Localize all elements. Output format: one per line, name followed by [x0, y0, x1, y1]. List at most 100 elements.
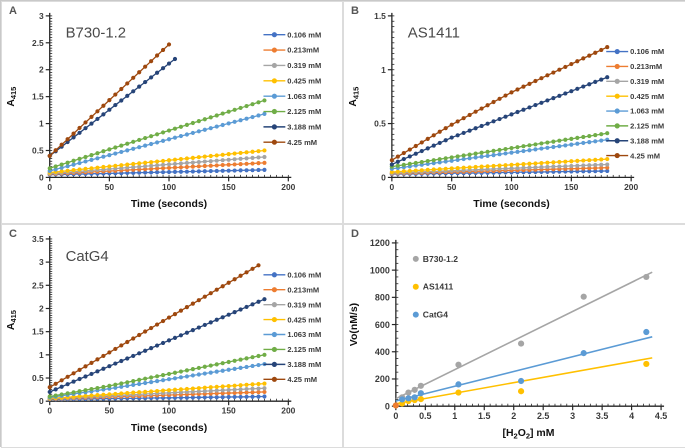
svg-text:0.5: 0.5: [32, 373, 44, 383]
svg-text:4: 4: [629, 411, 634, 421]
svg-text:4.25 mM: 4.25 mM: [287, 138, 317, 147]
legend-item: 4.25 mM: [263, 375, 317, 384]
svg-text:0.425 mM: 0.425 mM: [287, 315, 321, 324]
legend: 0.106 mM 0.213mM 0.319 mM 0.425 mM 1.063 mM 2…: [263, 270, 321, 384]
svg-text:0.425 mM: 0.425 mM: [287, 76, 321, 85]
svg-text:1: 1: [39, 350, 44, 360]
legend-item: 0.319 mM: [606, 77, 664, 86]
panel-letter-c: C: [9, 228, 17, 240]
legend-item: 0.425 mM: [263, 315, 321, 324]
svg-text:50: 50: [105, 406, 115, 416]
legend-item: 3.188 mM: [263, 123, 321, 132]
svg-text:3: 3: [39, 11, 44, 21]
legend: 0.106 mM 0.213mM 0.319 mM 0.425 mM 1.063 mM 2…: [606, 47, 664, 160]
svg-text:0: 0: [390, 182, 395, 192]
svg-text:0: 0: [39, 396, 44, 406]
svg-text:0: 0: [393, 411, 398, 421]
svg-text:1.063 mM: 1.063 mM: [630, 107, 664, 116]
chart-catg4-timecourse: 0 50 100 150 200 0 0.5 1 1.5 2 2.5 3 3.5 CatG4 Time (s…: [6, 234, 321, 434]
svg-text:2.5: 2.5: [537, 411, 549, 421]
svg-text:150: 150: [222, 182, 236, 192]
legend-item: 0.213mM: [606, 62, 662, 71]
svg-text:A415: A415: [348, 87, 360, 107]
svg-text:0.213mM: 0.213mM: [630, 62, 662, 71]
svg-text:200: 200: [281, 182, 295, 192]
svg-text:0.425 mM: 0.425 mM: [630, 92, 664, 101]
svg-text:A415: A415: [6, 310, 18, 330]
svg-text:1: 1: [381, 65, 386, 75]
svg-text:1.063 mM: 1.063 mM: [287, 330, 321, 339]
svg-text:3.188 mM: 3.188 mM: [630, 136, 664, 145]
svg-text:100: 100: [162, 182, 176, 192]
panel-letter-b: B: [351, 5, 359, 17]
svg-text:0: 0: [39, 172, 44, 182]
legend-item: 0.213mM: [263, 285, 319, 294]
svg-text:4.25 mM: 4.25 mM: [630, 151, 660, 160]
svg-text:B730-1.2: B730-1.2: [66, 26, 126, 42]
panel-c: C 0 50 100 150 200 0 0.5 1 1.5 2 2.5 3 3.5 CatG4 Time …: [1, 224, 343, 448]
panel-a: A 0 50 100 150 200 0 0.5 1 1.5 2 2.5 3 B730-1.2 Time …: [1, 1, 343, 224]
svg-text:3.5: 3.5: [32, 234, 44, 244]
svg-text:0.106 mM: 0.106 mM: [287, 270, 321, 279]
svg-text:0.5: 0.5: [419, 411, 431, 421]
legend-item: B730-1.2: [412, 254, 458, 264]
svg-text:A415: A415: [6, 87, 18, 107]
legend-item: 2.125 mM: [263, 107, 321, 116]
svg-text:4.5: 4.5: [655, 411, 667, 421]
svg-text:0.213mM: 0.213mM: [287, 46, 319, 55]
legend: 0.106 mM 0.213mM 0.319 mM 0.425 mM 1.063 mM 2…: [263, 30, 321, 147]
svg-text:3: 3: [570, 411, 575, 421]
svg-text:150: 150: [564, 182, 578, 192]
svg-text:1.5: 1.5: [374, 11, 386, 21]
svg-text:CatG4: CatG4: [66, 248, 109, 265]
legend-item: 0.425 mM: [263, 76, 321, 85]
legend-item: 2.125 mM: [263, 345, 321, 354]
svg-text:1200: 1200: [370, 238, 390, 248]
chart-b730-timecourse: 0 50 100 150 200 0 0.5 1 1.5 2 2.5 3 B730-1.2 Time (s…: [6, 11, 321, 210]
svg-text:1.5: 1.5: [478, 411, 490, 421]
svg-text:4.25 mM: 4.25 mM: [287, 375, 317, 384]
svg-text:600: 600: [375, 320, 390, 330]
svg-text:3.188 mM: 3.188 mM: [287, 123, 321, 132]
svg-text:1: 1: [39, 119, 44, 129]
svg-text:0.5: 0.5: [32, 146, 44, 156]
svg-text:2: 2: [39, 304, 44, 314]
svg-text:50: 50: [105, 182, 115, 192]
legend-item: 2.125 mM: [606, 122, 664, 131]
panel-b: B 0 50 100 150 200 0 0.5 1 1.5 AS1411 Time (second…: [343, 1, 685, 224]
svg-text:400: 400: [375, 347, 390, 357]
chart-vo-vs-h2o2: 0 0.5 1 1.5 2 2.5 3 3.5 4 4.5 0 200 400 600 800 1000 120…: [349, 238, 667, 440]
legend-item: 0.106 mM: [606, 47, 664, 56]
svg-text:100: 100: [162, 406, 176, 416]
svg-text:AS1411: AS1411: [408, 26, 460, 42]
svg-text:0.319 mM: 0.319 mM: [630, 77, 664, 86]
svg-text:0: 0: [381, 172, 386, 182]
svg-text:Vo(nM/s): Vo(nM/s): [349, 303, 360, 346]
svg-text:0.106 mM: 0.106 mM: [287, 30, 321, 39]
svg-text:0: 0: [47, 406, 52, 416]
legend: B730-1.2 AS1411 CatG4: [412, 254, 458, 320]
svg-text:0.213mM: 0.213mM: [287, 285, 319, 294]
legend-item: 0.319 mM: [263, 300, 321, 309]
svg-text:Time (seconds): Time (seconds): [473, 199, 549, 210]
legend-item: 3.188 mM: [606, 136, 664, 145]
legend-item: AS1411: [412, 282, 454, 292]
svg-text:1000: 1000: [370, 265, 390, 275]
svg-text:3: 3: [39, 257, 44, 267]
legend-item: 3.188 mM: [263, 360, 321, 369]
svg-text:1.5: 1.5: [32, 92, 44, 102]
panel-d: D 0 0.5 1 1.5 2 2.5 3 3.5 4 4.5 0 200 400 600 800 1000 1…: [343, 224, 685, 448]
svg-text:50: 50: [447, 182, 457, 192]
panel-letter-d: D: [351, 228, 359, 240]
svg-text:200: 200: [375, 374, 390, 384]
svg-text:1.063 mM: 1.063 mM: [287, 92, 321, 101]
svg-text:0.319 mM: 0.319 mM: [287, 61, 321, 70]
legend-item: 1.063 mM: [263, 92, 321, 101]
svg-text:0: 0: [385, 401, 390, 411]
svg-text:AS1411: AS1411: [423, 282, 454, 292]
legend-item: 4.25 mM: [606, 151, 660, 160]
svg-text:2: 2: [511, 411, 516, 421]
svg-text:2.125 mM: 2.125 mM: [287, 107, 321, 116]
svg-text:3.188 mM: 3.188 mM: [287, 360, 321, 369]
